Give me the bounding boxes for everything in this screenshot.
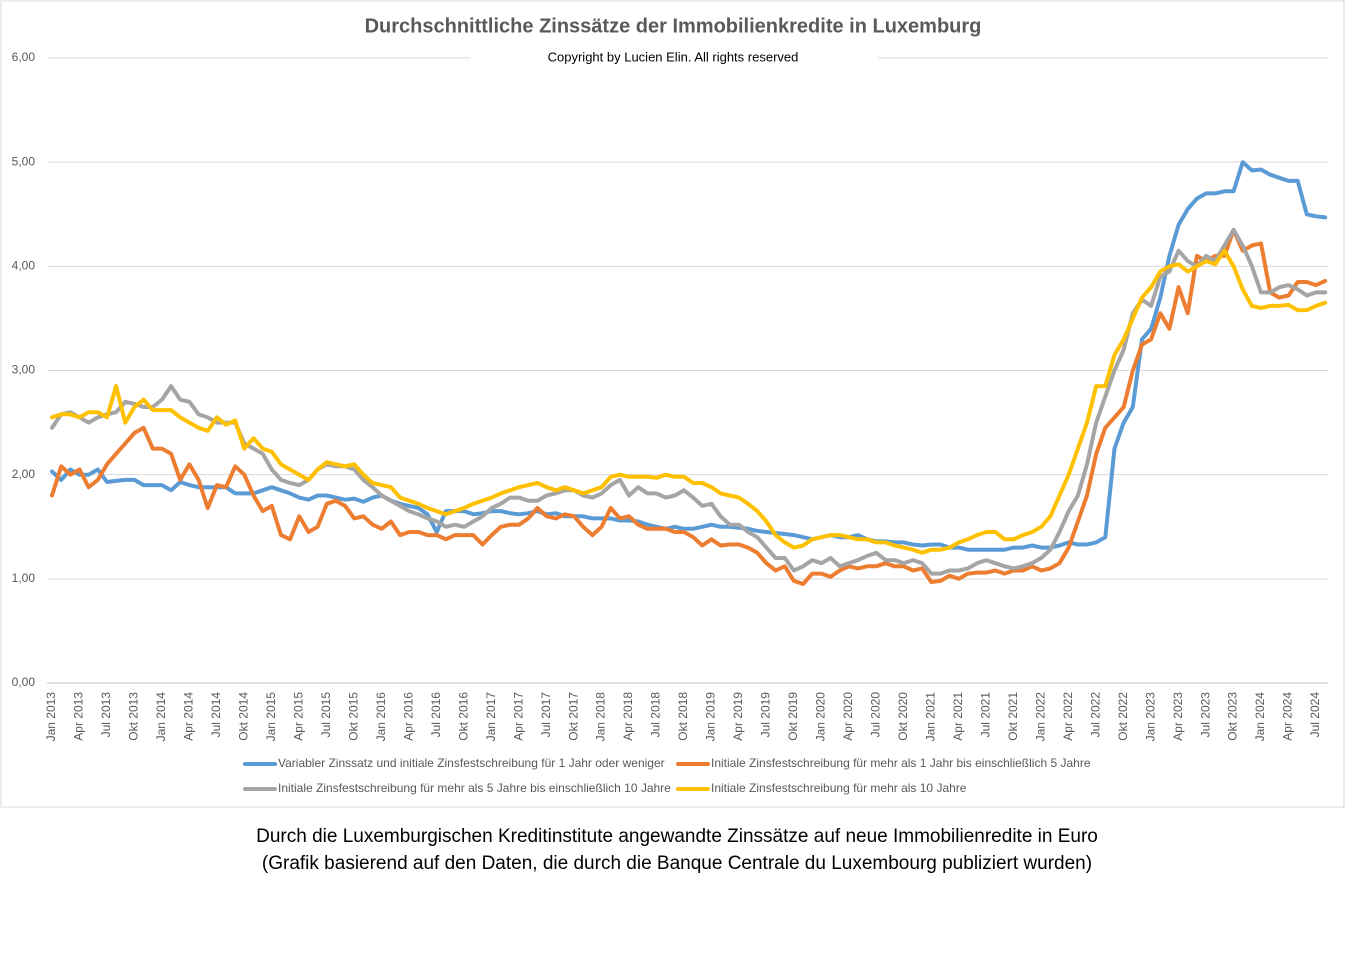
x-tick-label: Okt 2022 — [1116, 692, 1130, 741]
x-tick-label: Jul 2016 — [429, 692, 443, 738]
x-tick-label: Jan 2021 — [923, 692, 937, 742]
x-tick-label: Okt 2023 — [1226, 692, 1240, 741]
x-tick-label: Okt 2020 — [896, 692, 910, 741]
x-tick-label: Jul 2014 — [209, 692, 223, 738]
x-tick-label: Okt 2017 — [566, 692, 580, 741]
line-series — [50, 160, 1328, 552]
x-tick-label: Jan 2015 — [264, 692, 278, 742]
x-tick-label: Apr 2015 — [291, 692, 305, 741]
y-tick-label: 6,00 — [12, 50, 36, 64]
x-tick-label: Okt 2021 — [1006, 692, 1020, 741]
x-tick-label: Jul 2019 — [759, 692, 773, 738]
y-tick-label: 1,00 — [12, 571, 36, 585]
x-tick-label: Jul 2018 — [649, 692, 663, 738]
x-tick-label: Apr 2019 — [731, 692, 745, 741]
x-tick-label: Apr 2016 — [401, 692, 415, 741]
caption: Durch die Luxemburgischen Kreditinstitut… — [256, 826, 1098, 847]
legend-label: Initiale Zinsfestschreibung für mehr als… — [711, 781, 967, 795]
x-tick-label: Okt 2013 — [127, 692, 141, 741]
x-tick-label: Jul 2021 — [978, 692, 992, 738]
chart-subtitle: Copyright by Lucien Elin. All rights res… — [548, 49, 799, 64]
caption: (Grafik basierend auf den Daten, die dur… — [262, 853, 1092, 874]
x-tick-label: Jul 2015 — [319, 692, 333, 738]
legend-label: Initiale Zinsfestschreibung für mehr als… — [711, 756, 1091, 770]
x-tick-label: Jan 2020 — [814, 692, 828, 742]
x-tick-label: Apr 2024 — [1281, 692, 1295, 741]
chart-title: Durchschnittliche Zinssätze der Immobili… — [365, 15, 982, 37]
x-tick-label: Jan 2018 — [594, 692, 608, 742]
x-tick-label: Okt 2018 — [676, 692, 690, 741]
chart-frame — [0, 0, 1345, 808]
x-tick-label: Jan 2019 — [704, 692, 718, 742]
x-tick-label: Apr 2023 — [1171, 692, 1185, 741]
x-tick-label: Jul 2024 — [1308, 692, 1322, 738]
line-series — [50, 248, 1328, 555]
legend-label: Initiale Zinsfestschreibung für mehr als… — [278, 781, 671, 795]
x-tick-label: Okt 2015 — [346, 692, 360, 741]
x-tick-label: Okt 2016 — [456, 692, 470, 741]
x-tick-label: Jan 2024 — [1253, 692, 1267, 742]
line-series — [50, 227, 1328, 586]
y-tick-label: 4,00 — [12, 259, 36, 273]
x-tick-label: Apr 2021 — [951, 692, 965, 741]
x-tick-label: Okt 2019 — [786, 692, 800, 741]
legend-label: Variabler Zinssatz und initiale Zinsfest… — [278, 756, 665, 770]
x-tick-label: Okt 2014 — [237, 692, 251, 741]
x-tick-label: Apr 2017 — [511, 692, 525, 741]
x-tick-label: Jan 2014 — [154, 692, 168, 742]
x-tick-label: Jan 2022 — [1033, 692, 1047, 742]
x-tick-label: Jul 2023 — [1198, 692, 1212, 738]
x-tick-label: Jul 2013 — [99, 692, 113, 738]
x-tick-label: Apr 2020 — [841, 692, 855, 741]
line-series — [50, 227, 1328, 576]
x-tick-label: Apr 2018 — [621, 692, 635, 741]
x-tick-label: Apr 2022 — [1061, 692, 1075, 741]
y-tick-label: 2,00 — [12, 467, 36, 481]
x-tick-label: Apr 2013 — [72, 692, 86, 741]
x-tick-label: Apr 2014 — [182, 692, 196, 741]
x-tick-label: Jan 2023 — [1143, 692, 1157, 742]
x-tick-label: Jan 2016 — [374, 692, 388, 742]
x-tick-label: Jan 2017 — [484, 692, 498, 742]
x-tick-label: Jul 2017 — [539, 692, 553, 738]
y-tick-label: 0,00 — [12, 675, 36, 689]
x-tick-label: Jul 2022 — [1088, 692, 1102, 738]
x-tick-label: Jan 2013 — [44, 692, 58, 742]
y-tick-label: 5,00 — [12, 154, 36, 168]
x-tick-label: Jul 2020 — [869, 692, 883, 738]
y-tick-label: 3,00 — [12, 363, 36, 377]
subtitle-bg — [470, 46, 878, 70]
